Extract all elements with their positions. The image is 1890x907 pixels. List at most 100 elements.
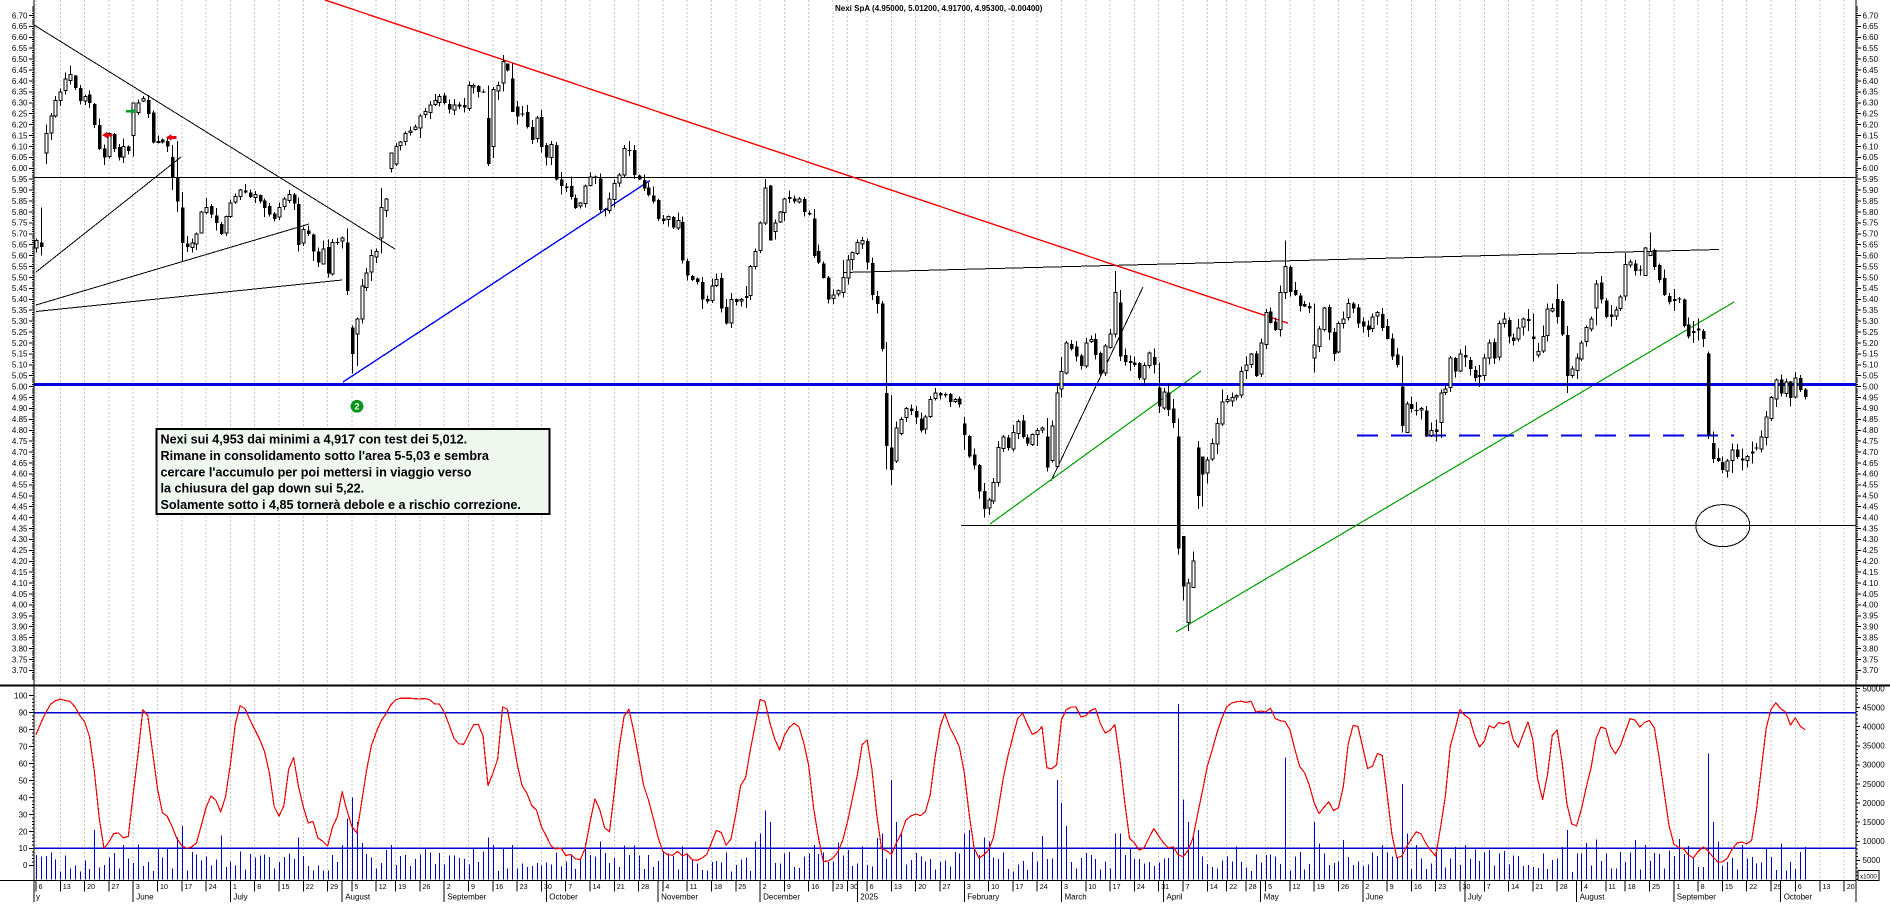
svg-text:5.05: 5.05: [12, 372, 28, 381]
svg-text:50000: 50000: [1863, 684, 1886, 693]
svg-text:30: 30: [544, 882, 552, 891]
svg-text:2: 2: [763, 882, 767, 891]
svg-text:Rimane in consolidamento sotto: Rimane in consolidamento sotto l'area 5-…: [161, 449, 490, 463]
svg-text:3.70: 3.70: [12, 666, 28, 675]
svg-text:5.40: 5.40: [1863, 295, 1879, 304]
svg-text:5.00: 5.00: [12, 382, 28, 391]
svg-text:40000: 40000: [1863, 723, 1886, 732]
svg-text:4: 4: [665, 882, 669, 891]
svg-text:October: October: [1784, 893, 1813, 902]
svg-text:24: 24: [1137, 882, 1145, 891]
svg-text:5.30: 5.30: [12, 317, 28, 326]
svg-text:cercare l'accumulo per poi met: cercare l'accumulo per poi mettersi in v…: [161, 465, 472, 479]
svg-text:6.45: 6.45: [1863, 66, 1879, 75]
svg-text:20: 20: [87, 882, 95, 891]
svg-text:16: 16: [1414, 882, 1422, 891]
svg-text:2: 2: [447, 882, 451, 891]
svg-text:5.70: 5.70: [12, 230, 28, 239]
svg-text:7: 7: [1186, 882, 1190, 891]
svg-text:9: 9: [1390, 882, 1394, 891]
svg-text:21: 21: [617, 882, 625, 891]
svg-text:5.80: 5.80: [1863, 208, 1879, 217]
svg-text:3: 3: [1064, 882, 1068, 891]
svg-text:3.80: 3.80: [1863, 644, 1879, 653]
svg-text:5.60: 5.60: [12, 251, 28, 260]
svg-text:5.95: 5.95: [1863, 175, 1879, 184]
svg-text:4.80: 4.80: [1863, 426, 1879, 435]
svg-text:22: 22: [1749, 882, 1757, 891]
svg-text:6.65: 6.65: [12, 22, 28, 31]
svg-text:12: 12: [379, 882, 387, 891]
svg-text:4.00: 4.00: [12, 601, 28, 610]
svg-text:5.05: 5.05: [1863, 372, 1879, 381]
svg-text:y: y: [36, 893, 40, 902]
svg-text:20: 20: [1847, 882, 1855, 891]
svg-text:23: 23: [520, 882, 528, 891]
svg-text:30: 30: [850, 882, 858, 891]
svg-text:20000: 20000: [1863, 799, 1886, 808]
svg-text:3: 3: [136, 882, 140, 891]
svg-text:6.10: 6.10: [12, 142, 28, 151]
svg-text:3.90: 3.90: [1863, 623, 1879, 632]
svg-text:18: 18: [1628, 882, 1636, 891]
svg-text:x1000: x1000: [1860, 874, 1877, 881]
svg-text:5.85: 5.85: [12, 197, 28, 206]
svg-text:5.90: 5.90: [1863, 186, 1879, 195]
svg-text:4.65: 4.65: [1863, 459, 1879, 468]
svg-text:5: 5: [1268, 882, 1272, 891]
svg-text:3.80: 3.80: [12, 644, 28, 653]
svg-text:6.70: 6.70: [12, 11, 28, 20]
svg-text:6.60: 6.60: [1863, 33, 1879, 42]
svg-text:40: 40: [19, 793, 28, 802]
svg-text:5.15: 5.15: [12, 350, 28, 359]
svg-text:13: 13: [894, 882, 902, 891]
svg-text:5.75: 5.75: [12, 219, 28, 228]
svg-text:4.95: 4.95: [12, 393, 28, 402]
svg-text:4.15: 4.15: [1863, 568, 1879, 577]
svg-text:12: 12: [1292, 882, 1300, 891]
svg-text:July: July: [1468, 893, 1482, 902]
svg-text:4.70: 4.70: [12, 448, 28, 457]
svg-text:5.65: 5.65: [1863, 241, 1879, 250]
svg-text:4.30: 4.30: [12, 535, 28, 544]
svg-text:3.70: 3.70: [1863, 666, 1879, 675]
svg-text:27: 27: [943, 882, 951, 891]
svg-text:29: 29: [330, 882, 338, 891]
svg-text:6.65: 6.65: [1863, 22, 1879, 31]
svg-text:17: 17: [1015, 882, 1023, 891]
svg-text:5.75: 5.75: [1863, 219, 1879, 228]
svg-text:22: 22: [1229, 882, 1237, 891]
svg-text:4.75: 4.75: [1863, 437, 1879, 446]
svg-text:4.40: 4.40: [1863, 513, 1879, 522]
svg-text:5.35: 5.35: [12, 306, 28, 315]
svg-text:30000: 30000: [1863, 761, 1886, 770]
svg-text:3: 3: [967, 882, 971, 891]
svg-text:4.85: 4.85: [1863, 415, 1879, 424]
svg-text:5.70: 5.70: [1863, 230, 1879, 239]
svg-text:4.60: 4.60: [12, 470, 28, 479]
svg-text:3.90: 3.90: [12, 623, 28, 632]
svg-text:6.30: 6.30: [12, 99, 28, 108]
svg-text:3.95: 3.95: [12, 612, 28, 621]
svg-text:5.40: 5.40: [12, 295, 28, 304]
svg-text:6.50: 6.50: [1863, 55, 1879, 64]
svg-text:4.70: 4.70: [1863, 448, 1879, 457]
svg-text:10: 10: [160, 882, 168, 891]
svg-text:5.90: 5.90: [12, 186, 28, 195]
svg-text:5.55: 5.55: [12, 262, 28, 271]
svg-text:7: 7: [1487, 882, 1491, 891]
svg-text:5: 5: [354, 882, 358, 891]
svg-text:60: 60: [19, 759, 28, 768]
svg-text:6.45: 6.45: [12, 66, 28, 75]
svg-text:10000: 10000: [1863, 837, 1886, 846]
svg-text:19: 19: [398, 882, 406, 891]
svg-text:4.20: 4.20: [12, 557, 28, 566]
svg-text:6: 6: [39, 882, 43, 891]
svg-text:4.25: 4.25: [12, 546, 28, 555]
svg-text:5.15: 5.15: [1863, 350, 1879, 359]
svg-text:23: 23: [836, 882, 844, 891]
svg-text:8: 8: [257, 882, 261, 891]
svg-text:25: 25: [1652, 882, 1660, 891]
svg-text:30: 30: [1463, 882, 1471, 891]
svg-text:5.80: 5.80: [12, 208, 28, 217]
